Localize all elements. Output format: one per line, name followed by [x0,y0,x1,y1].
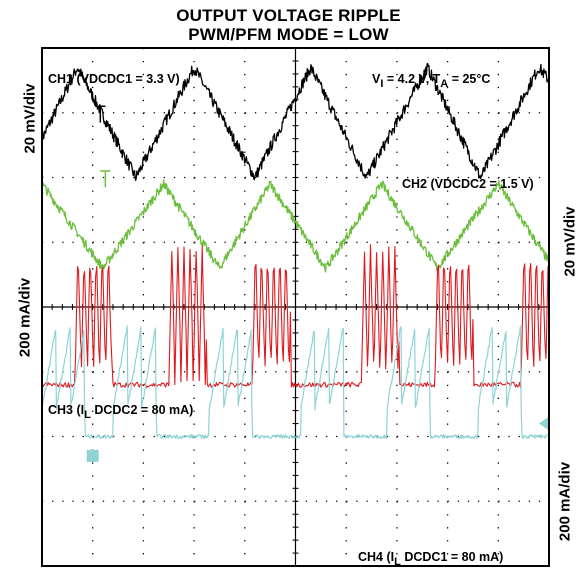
plot-frame [41,47,550,567]
ch4-trace [41,325,549,439]
ch3-suffix: DCDC2 = 80 mA) [90,403,194,417]
ch1-trigger-marker [95,105,106,123]
ta-value: = 25°C [448,72,491,86]
ch3-sub: L [84,409,91,421]
chart-title-line1: OUTPUT VOLTAGE RIPPLE [176,6,401,25]
ch4-marker [86,449,99,462]
ta-sub: A [440,78,449,90]
ch3-trace [41,244,550,388]
ch2-trace [41,179,550,273]
ch4-level-arrow [539,416,549,431]
conditions-label: VI = 4.2 V, TA = 25°C [372,72,490,91]
ch3-label: CH3 (IL DCDC2 = 80 mA) [48,403,193,422]
vi-sub: I [380,78,384,90]
vi-prefix: V [372,72,381,86]
chart-title-line2: PWM/PFM MODE = LOW [188,25,389,44]
ch1-trace [41,62,550,182]
scope-traces [41,62,550,462]
scope-grid [41,47,550,567]
ch4-label: CH4 (IL DCDC1 = 80 mA) [358,550,503,569]
ch2-trigger-marker [100,170,111,188]
ch4-prefix: CH4 (I [358,550,395,564]
ch3-prefix: CH3 (I [48,403,85,417]
ch1-label: CH1 (VDCDC1 = 3.3 V) [48,72,180,86]
ch2-label: CH2 (VDCDC2 = 1.5 V) [402,177,534,191]
ch4-sub: L [394,556,401,568]
vi-value: = 4.2 V, T [383,72,441,86]
ch4-suffix: DCDC1 = 80 mA) [400,550,504,564]
